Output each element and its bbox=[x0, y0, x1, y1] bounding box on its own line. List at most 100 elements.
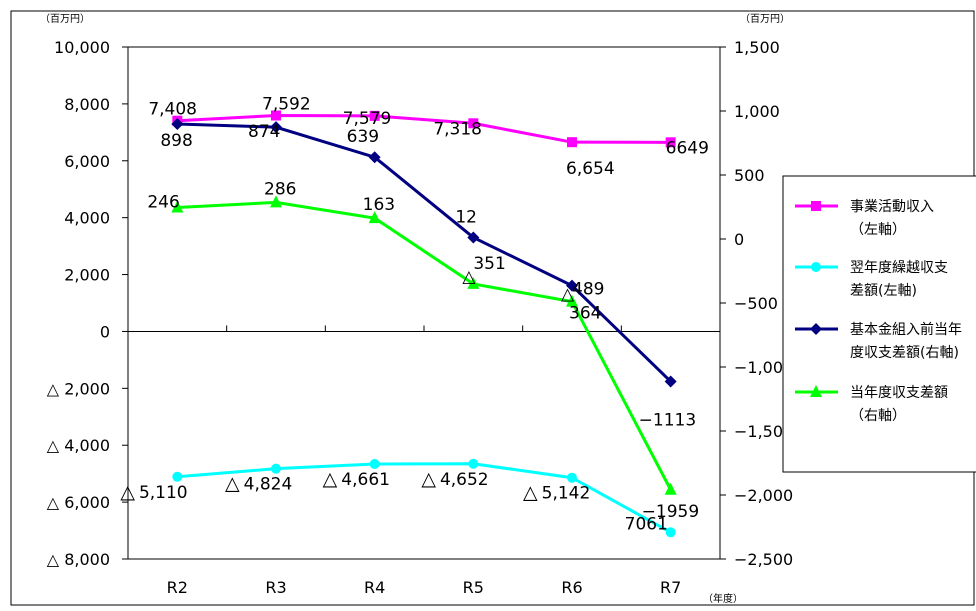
series-line bbox=[177, 462, 672, 534]
data-label: 898 bbox=[160, 131, 192, 151]
legend-label: （左軸） bbox=[850, 222, 906, 238]
left-tick-label: 10,000 bbox=[54, 38, 110, 57]
data-label: 639 bbox=[347, 127, 379, 147]
left-tick-label: △ 8,000 bbox=[47, 550, 110, 569]
right-tick-label: 1,000 bbox=[734, 102, 780, 121]
x-tick-label: R7 bbox=[660, 578, 681, 597]
data-label: 163 bbox=[363, 195, 395, 215]
triangle-marker bbox=[171, 200, 184, 213]
data-label: 6,654 bbox=[566, 159, 615, 179]
data-label: △ 4,824 bbox=[225, 473, 292, 495]
circle-marker bbox=[172, 471, 183, 482]
right-tick-label: −500 bbox=[734, 294, 778, 313]
diamond-marker bbox=[467, 231, 480, 244]
left-tick-label: △ 4,000 bbox=[47, 436, 110, 455]
right-tick-label: −2,500 bbox=[734, 550, 793, 569]
square-marker bbox=[369, 110, 380, 121]
square-marker bbox=[567, 137, 577, 148]
right-tick-label: 1,500 bbox=[734, 38, 780, 57]
data-label: 351 bbox=[473, 254, 505, 274]
legend-label: 度収支差額(右軸) bbox=[850, 345, 959, 361]
data-label: −1113 bbox=[639, 410, 697, 430]
left-tick-label: 4,000 bbox=[64, 209, 110, 228]
data-label: △ 4,652 bbox=[421, 468, 488, 490]
series-line bbox=[177, 200, 672, 491]
triangle-marker bbox=[810, 385, 822, 397]
data-label: 7,592 bbox=[262, 94, 311, 114]
triangle-marker bbox=[368, 211, 381, 224]
circle-marker bbox=[271, 463, 281, 474]
legend-label: 基本金組入前当年 bbox=[850, 321, 962, 338]
data-label: 7061 bbox=[625, 514, 668, 534]
left-axis-unit: （百万円） bbox=[40, 13, 90, 25]
triangle-marker bbox=[664, 482, 677, 495]
circle-marker bbox=[811, 262, 821, 272]
label-value: 4,661 bbox=[341, 470, 390, 490]
x-tick-label: R6 bbox=[561, 578, 582, 597]
label-value: 4,824 bbox=[244, 475, 293, 495]
right-tick-label: −1,000 bbox=[734, 358, 793, 377]
diamond-marker bbox=[270, 121, 282, 134]
legend-label: 差額(左軸) bbox=[850, 283, 917, 299]
circle-marker bbox=[567, 472, 577, 483]
label-value: 5,142 bbox=[542, 484, 591, 504]
data-label: 364 bbox=[569, 304, 601, 324]
right-tick-label: 0 bbox=[734, 230, 744, 249]
square-marker bbox=[468, 118, 479, 129]
data-label: 874 bbox=[248, 122, 280, 142]
x-tick-label: R5 bbox=[463, 578, 484, 597]
square-marker bbox=[811, 201, 821, 211]
data-label: △ 5,110 bbox=[120, 481, 187, 503]
series-line bbox=[177, 113, 671, 144]
delta-mark: △ bbox=[225, 473, 240, 495]
data-label: △ 5,142 bbox=[523, 482, 590, 504]
left-tick-label: △ 2,000 bbox=[47, 379, 110, 398]
left-tick-label: 6,000 bbox=[64, 152, 110, 171]
legend-label: 翌年度繰越収支 bbox=[850, 260, 948, 276]
triangle-marker bbox=[467, 276, 480, 289]
left-tick-label: △ 6,000 bbox=[47, 493, 110, 512]
x-tick-label: R3 bbox=[265, 578, 286, 597]
right-tick-label: −2,000 bbox=[734, 486, 793, 505]
right-tick-label: −1,500 bbox=[734, 422, 793, 441]
delta-mark: △ bbox=[561, 285, 575, 305]
data-label: 7,579 bbox=[343, 109, 392, 129]
circle-marker bbox=[468, 458, 479, 469]
x-tick-label: R4 bbox=[364, 578, 385, 597]
x-tick-label: R2 bbox=[167, 578, 188, 597]
data-label: 246 bbox=[147, 193, 179, 213]
data-label: 7,318 bbox=[433, 119, 482, 139]
square-marker bbox=[665, 137, 676, 148]
triangle-marker bbox=[270, 195, 282, 208]
legend-label: 事業活動収入 bbox=[850, 199, 934, 215]
diamond-marker bbox=[664, 375, 677, 388]
data-label: 12 bbox=[455, 207, 477, 227]
label-value: 4,652 bbox=[440, 470, 489, 490]
data-label: 7,408 bbox=[148, 100, 197, 120]
series-line bbox=[177, 122, 672, 383]
circle-marker bbox=[369, 459, 380, 470]
square-marker bbox=[271, 110, 281, 121]
delta-mark: △ bbox=[120, 481, 135, 503]
left-tick-label: 2,000 bbox=[64, 266, 110, 285]
delta-mark: △ bbox=[462, 267, 476, 287]
right-axis-unit: （百万円） bbox=[740, 13, 790, 25]
left-tick-label: 0 bbox=[100, 322, 110, 341]
diamond-marker bbox=[566, 279, 578, 292]
data-label: −1959 bbox=[642, 502, 700, 522]
delta-mark: △ bbox=[523, 482, 538, 504]
circle-marker bbox=[665, 527, 676, 538]
diamond-marker bbox=[810, 323, 822, 335]
diamond-marker bbox=[368, 151, 381, 164]
right-tick-label: 500 bbox=[734, 166, 765, 185]
delta-mark: △ bbox=[421, 468, 436, 490]
diamond-marker bbox=[171, 118, 184, 131]
data-label: 489 bbox=[572, 280, 604, 300]
data-label: △ 4,661 bbox=[323, 468, 390, 490]
data-label: 6649 bbox=[666, 138, 709, 158]
triangle-marker bbox=[566, 294, 578, 307]
left-tick-label: 8,000 bbox=[64, 95, 110, 114]
delta-mark: △ bbox=[323, 468, 338, 490]
